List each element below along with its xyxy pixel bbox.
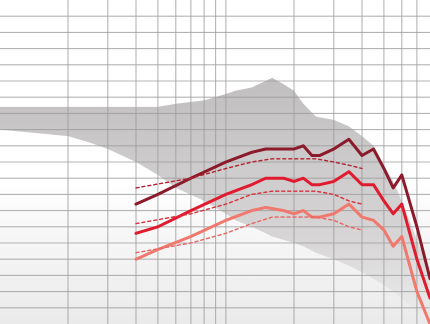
dashed-series-line-6 [135, 216, 363, 254]
series-layer [134, 137, 430, 324]
series-line-1 [134, 137, 430, 281]
dashed-series-line-5 [135, 190, 363, 225]
dashed-series-line-4 [135, 158, 363, 189]
series-line-3 [134, 202, 430, 324]
series-line-2 [134, 170, 430, 300]
